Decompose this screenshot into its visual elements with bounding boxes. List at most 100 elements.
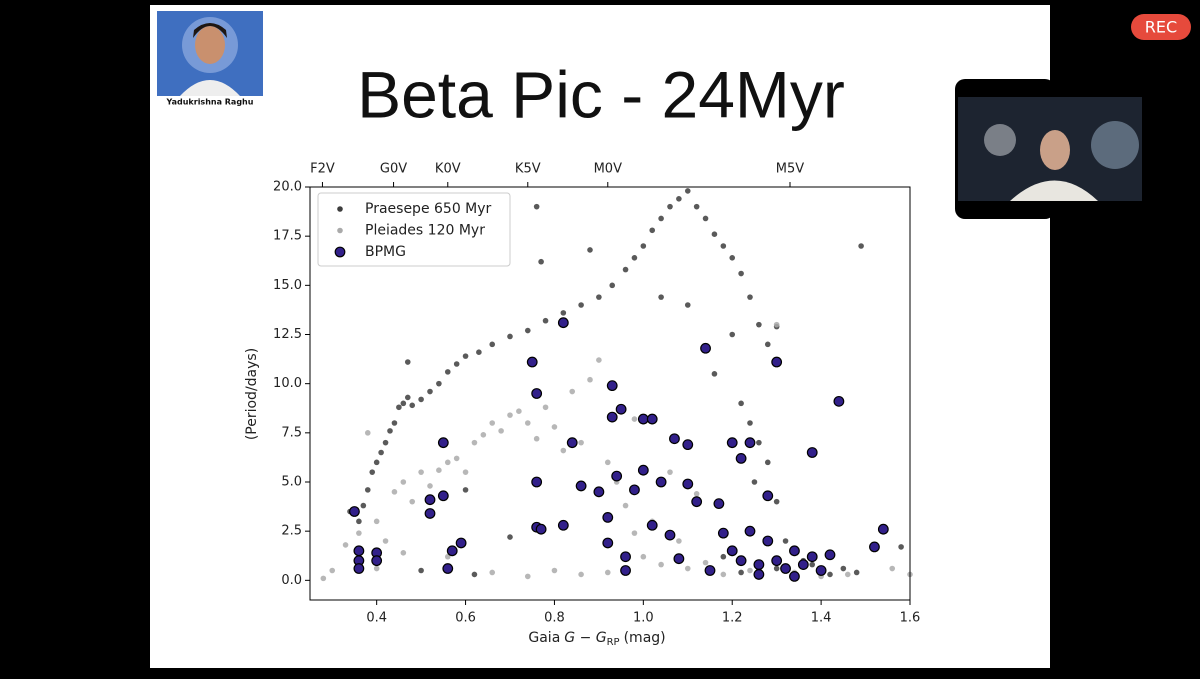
point [409, 498, 416, 505]
point [531, 388, 543, 399]
point [622, 502, 629, 509]
rec-label: REC [1145, 18, 1177, 37]
x-axis-label: Gaia G − GRP (mag) [528, 630, 665, 648]
point [404, 394, 411, 401]
point [747, 294, 753, 300]
point [676, 538, 682, 544]
x-tick-label: 1.6 [900, 611, 921, 626]
face [195, 26, 225, 64]
shirt [180, 80, 240, 96]
rec-button[interactable]: REC [1131, 14, 1191, 40]
point [762, 535, 774, 547]
point [418, 396, 424, 403]
point [382, 439, 389, 446]
point [738, 400, 744, 407]
chart: 0.0 2.5 5.0 7.5 10.0 12.5 15.0 17.5 20.0 0.4 0.6 0.… [273, 162, 920, 626]
point [780, 563, 791, 574]
face [1040, 130, 1070, 170]
point [353, 563, 365, 574]
point [773, 565, 780, 572]
point [569, 388, 576, 395]
x-tick-label: 0.4 [366, 611, 387, 626]
point [533, 435, 540, 442]
point [542, 404, 549, 411]
point [773, 498, 780, 505]
point [557, 317, 569, 329]
point [615, 403, 627, 415]
presenter-tile: Yadukrishna Raghu [157, 11, 263, 107]
point [436, 380, 442, 387]
point [396, 404, 402, 411]
legend-marker [334, 246, 346, 258]
point [773, 321, 780, 328]
point [498, 428, 504, 434]
point [682, 478, 694, 490]
hair [193, 23, 227, 38]
point [691, 496, 703, 508]
point [364, 487, 371, 493]
point [444, 369, 451, 375]
point [507, 333, 513, 340]
rec-pill[interactable] [1131, 14, 1191, 40]
point [738, 569, 744, 576]
y-tick-label: 10.0 [273, 376, 302, 391]
point [640, 243, 647, 249]
point [702, 215, 709, 222]
participant-tile[interactable] [955, 79, 1142, 219]
point [771, 356, 783, 368]
point [682, 439, 694, 451]
point [444, 553, 451, 560]
point [720, 553, 727, 560]
x-label-part: RP [607, 637, 620, 648]
point [646, 413, 658, 425]
point [789, 571, 800, 582]
planet [1091, 121, 1139, 169]
point [827, 571, 833, 578]
point [382, 538, 389, 544]
y-tick-label: 2.5 [281, 524, 302, 539]
x-label-part: Gaia [528, 630, 560, 646]
point [753, 569, 765, 580]
point [373, 459, 380, 466]
point [531, 476, 543, 488]
point [844, 571, 851, 578]
y-tick-label: 5.0 [281, 475, 302, 490]
point [655, 476, 667, 488]
point [669, 433, 680, 445]
point [646, 519, 658, 531]
point [869, 541, 880, 553]
point [738, 270, 744, 277]
point [744, 525, 756, 537]
point [762, 490, 774, 502]
point [320, 575, 327, 582]
point [833, 395, 845, 407]
point [400, 479, 407, 485]
point [853, 569, 860, 576]
planet [984, 124, 1016, 156]
point [427, 483, 433, 489]
point [658, 215, 664, 222]
point [364, 430, 371, 436]
x-tick-label: 1.2 [722, 611, 743, 626]
y-tick-label: 20.0 [273, 180, 302, 195]
x2-tick-label: K0V [435, 162, 461, 177]
point [578, 302, 584, 308]
point [480, 432, 487, 438]
y-tick-label: 17.5 [273, 229, 302, 244]
slide [150, 5, 1050, 668]
point [858, 243, 864, 249]
point [507, 412, 513, 418]
x-tick-label: 1.4 [811, 611, 832, 626]
presenter-name: Yadukrishna Raghu [166, 98, 254, 107]
point [476, 349, 482, 356]
point [693, 203, 700, 210]
point [593, 486, 605, 498]
point [404, 359, 411, 365]
x-label-part: G − G [564, 630, 606, 646]
point [637, 413, 649, 425]
point [391, 420, 398, 426]
point [427, 388, 433, 395]
point [342, 542, 349, 548]
